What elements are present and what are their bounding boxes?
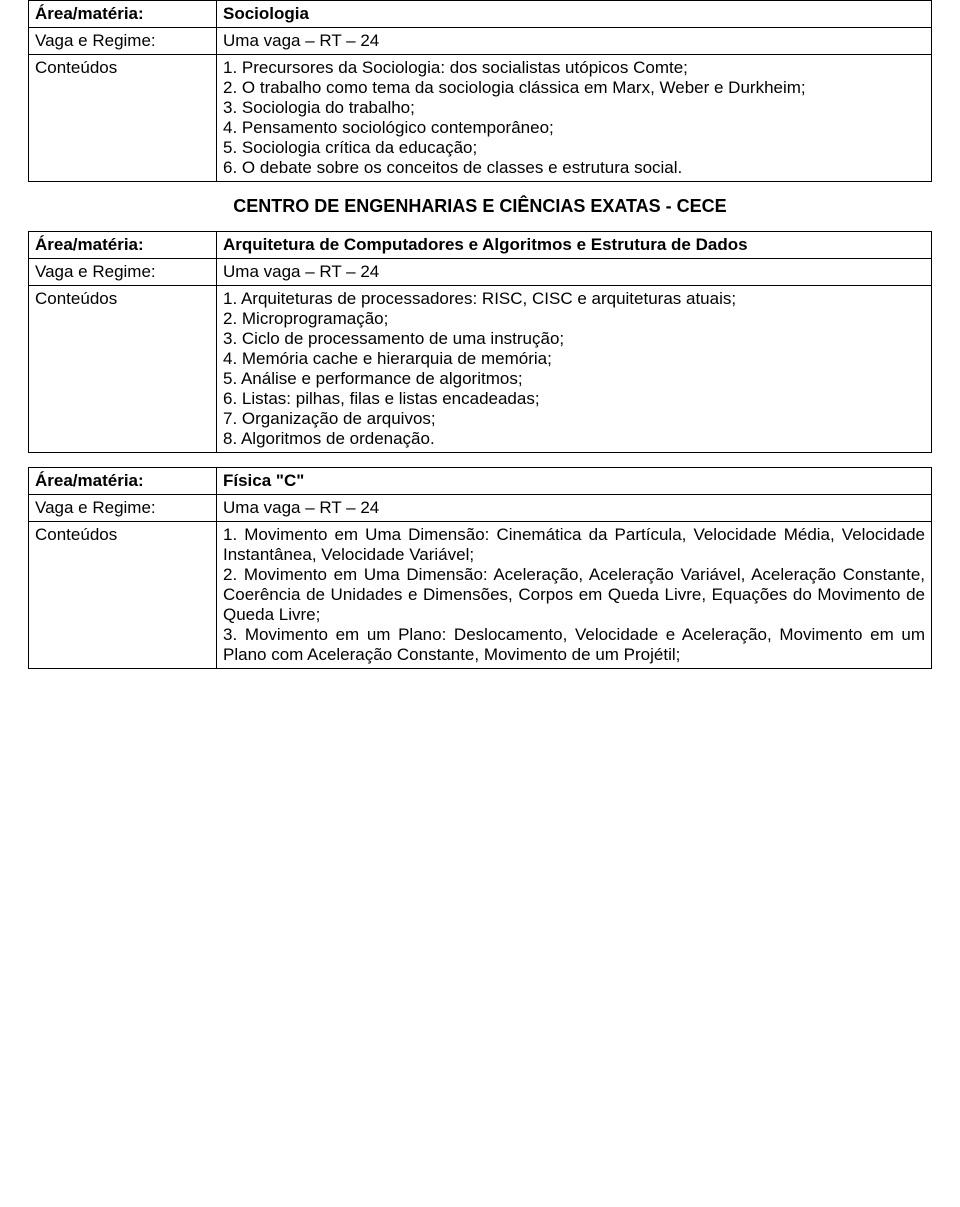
- table-sociologia: Área/matéria: Sociologia Vaga e Regime: …: [28, 0, 932, 182]
- conteudos-value: 1. Arquiteturas de processadores: RISC, …: [217, 286, 932, 453]
- conteudos-value: 1. Precursores da Sociologia: dos social…: [217, 55, 932, 182]
- vaga-value: Uma vaga – RT – 24: [217, 28, 932, 55]
- content-item: 8. Algoritmos de ordenação.: [223, 429, 925, 449]
- section-heading: CENTRO DE ENGENHARIAS E CIÊNCIAS EXATAS …: [28, 196, 932, 217]
- content-item: 1. Arquiteturas de processadores: RISC, …: [223, 289, 925, 309]
- content-item: 6. O debate sobre os conceitos de classe…: [223, 158, 925, 178]
- content-item: 1. Movimento em Uma Dimensão: Cinemática…: [223, 525, 925, 565]
- content-item: 5. Análise e performance de algoritmos;: [223, 369, 925, 389]
- area-value: Física "C": [217, 468, 932, 495]
- area-value: Arquitetura de Computadores e Algoritmos…: [217, 232, 932, 259]
- vaga-value: Uma vaga – RT – 24: [217, 259, 932, 286]
- area-label: Área/matéria:: [29, 232, 217, 259]
- vaga-label: Vaga e Regime:: [29, 28, 217, 55]
- conteudos-value: 1. Movimento em Uma Dimensão: Cinemática…: [217, 522, 932, 669]
- conteudos-label: Conteúdos: [29, 522, 217, 669]
- table-arquitetura: Área/matéria: Arquitetura de Computadore…: [28, 231, 932, 453]
- vaga-label: Vaga e Regime:: [29, 259, 217, 286]
- content-item: 4. Pensamento sociológico contemporâneo;: [223, 118, 925, 138]
- document-page: Área/matéria: Sociologia Vaga e Regime: …: [0, 0, 960, 703]
- area-label: Área/matéria:: [29, 1, 217, 28]
- content-item: 3. Movimento em um Plano: Deslocamento, …: [223, 625, 925, 665]
- content-item: 2. O trabalho como tema da sociologia cl…: [223, 78, 925, 98]
- conteudos-label: Conteúdos: [29, 55, 217, 182]
- content-item: 3. Ciclo de processamento de uma instruç…: [223, 329, 925, 349]
- content-item: 1. Precursores da Sociologia: dos social…: [223, 58, 925, 78]
- area-label: Área/matéria:: [29, 468, 217, 495]
- content-item: 7. Organização de arquivos;: [223, 409, 925, 429]
- vaga-label: Vaga e Regime:: [29, 495, 217, 522]
- conteudos-label: Conteúdos: [29, 286, 217, 453]
- content-item: 6. Listas: pilhas, filas e listas encade…: [223, 389, 925, 409]
- content-item: 2. Movimento em Uma Dimensão: Aceleração…: [223, 565, 925, 625]
- area-value: Sociologia: [217, 1, 932, 28]
- vaga-value: Uma vaga – RT – 24: [217, 495, 932, 522]
- content-item: 2. Microprogramação;: [223, 309, 925, 329]
- content-item: 5. Sociologia crítica da educação;: [223, 138, 925, 158]
- content-item: 4. Memória cache e hierarquia de memória…: [223, 349, 925, 369]
- table-fisica: Área/matéria: Física "C" Vaga e Regime: …: [28, 467, 932, 669]
- content-item: 3. Sociologia do trabalho;: [223, 98, 925, 118]
